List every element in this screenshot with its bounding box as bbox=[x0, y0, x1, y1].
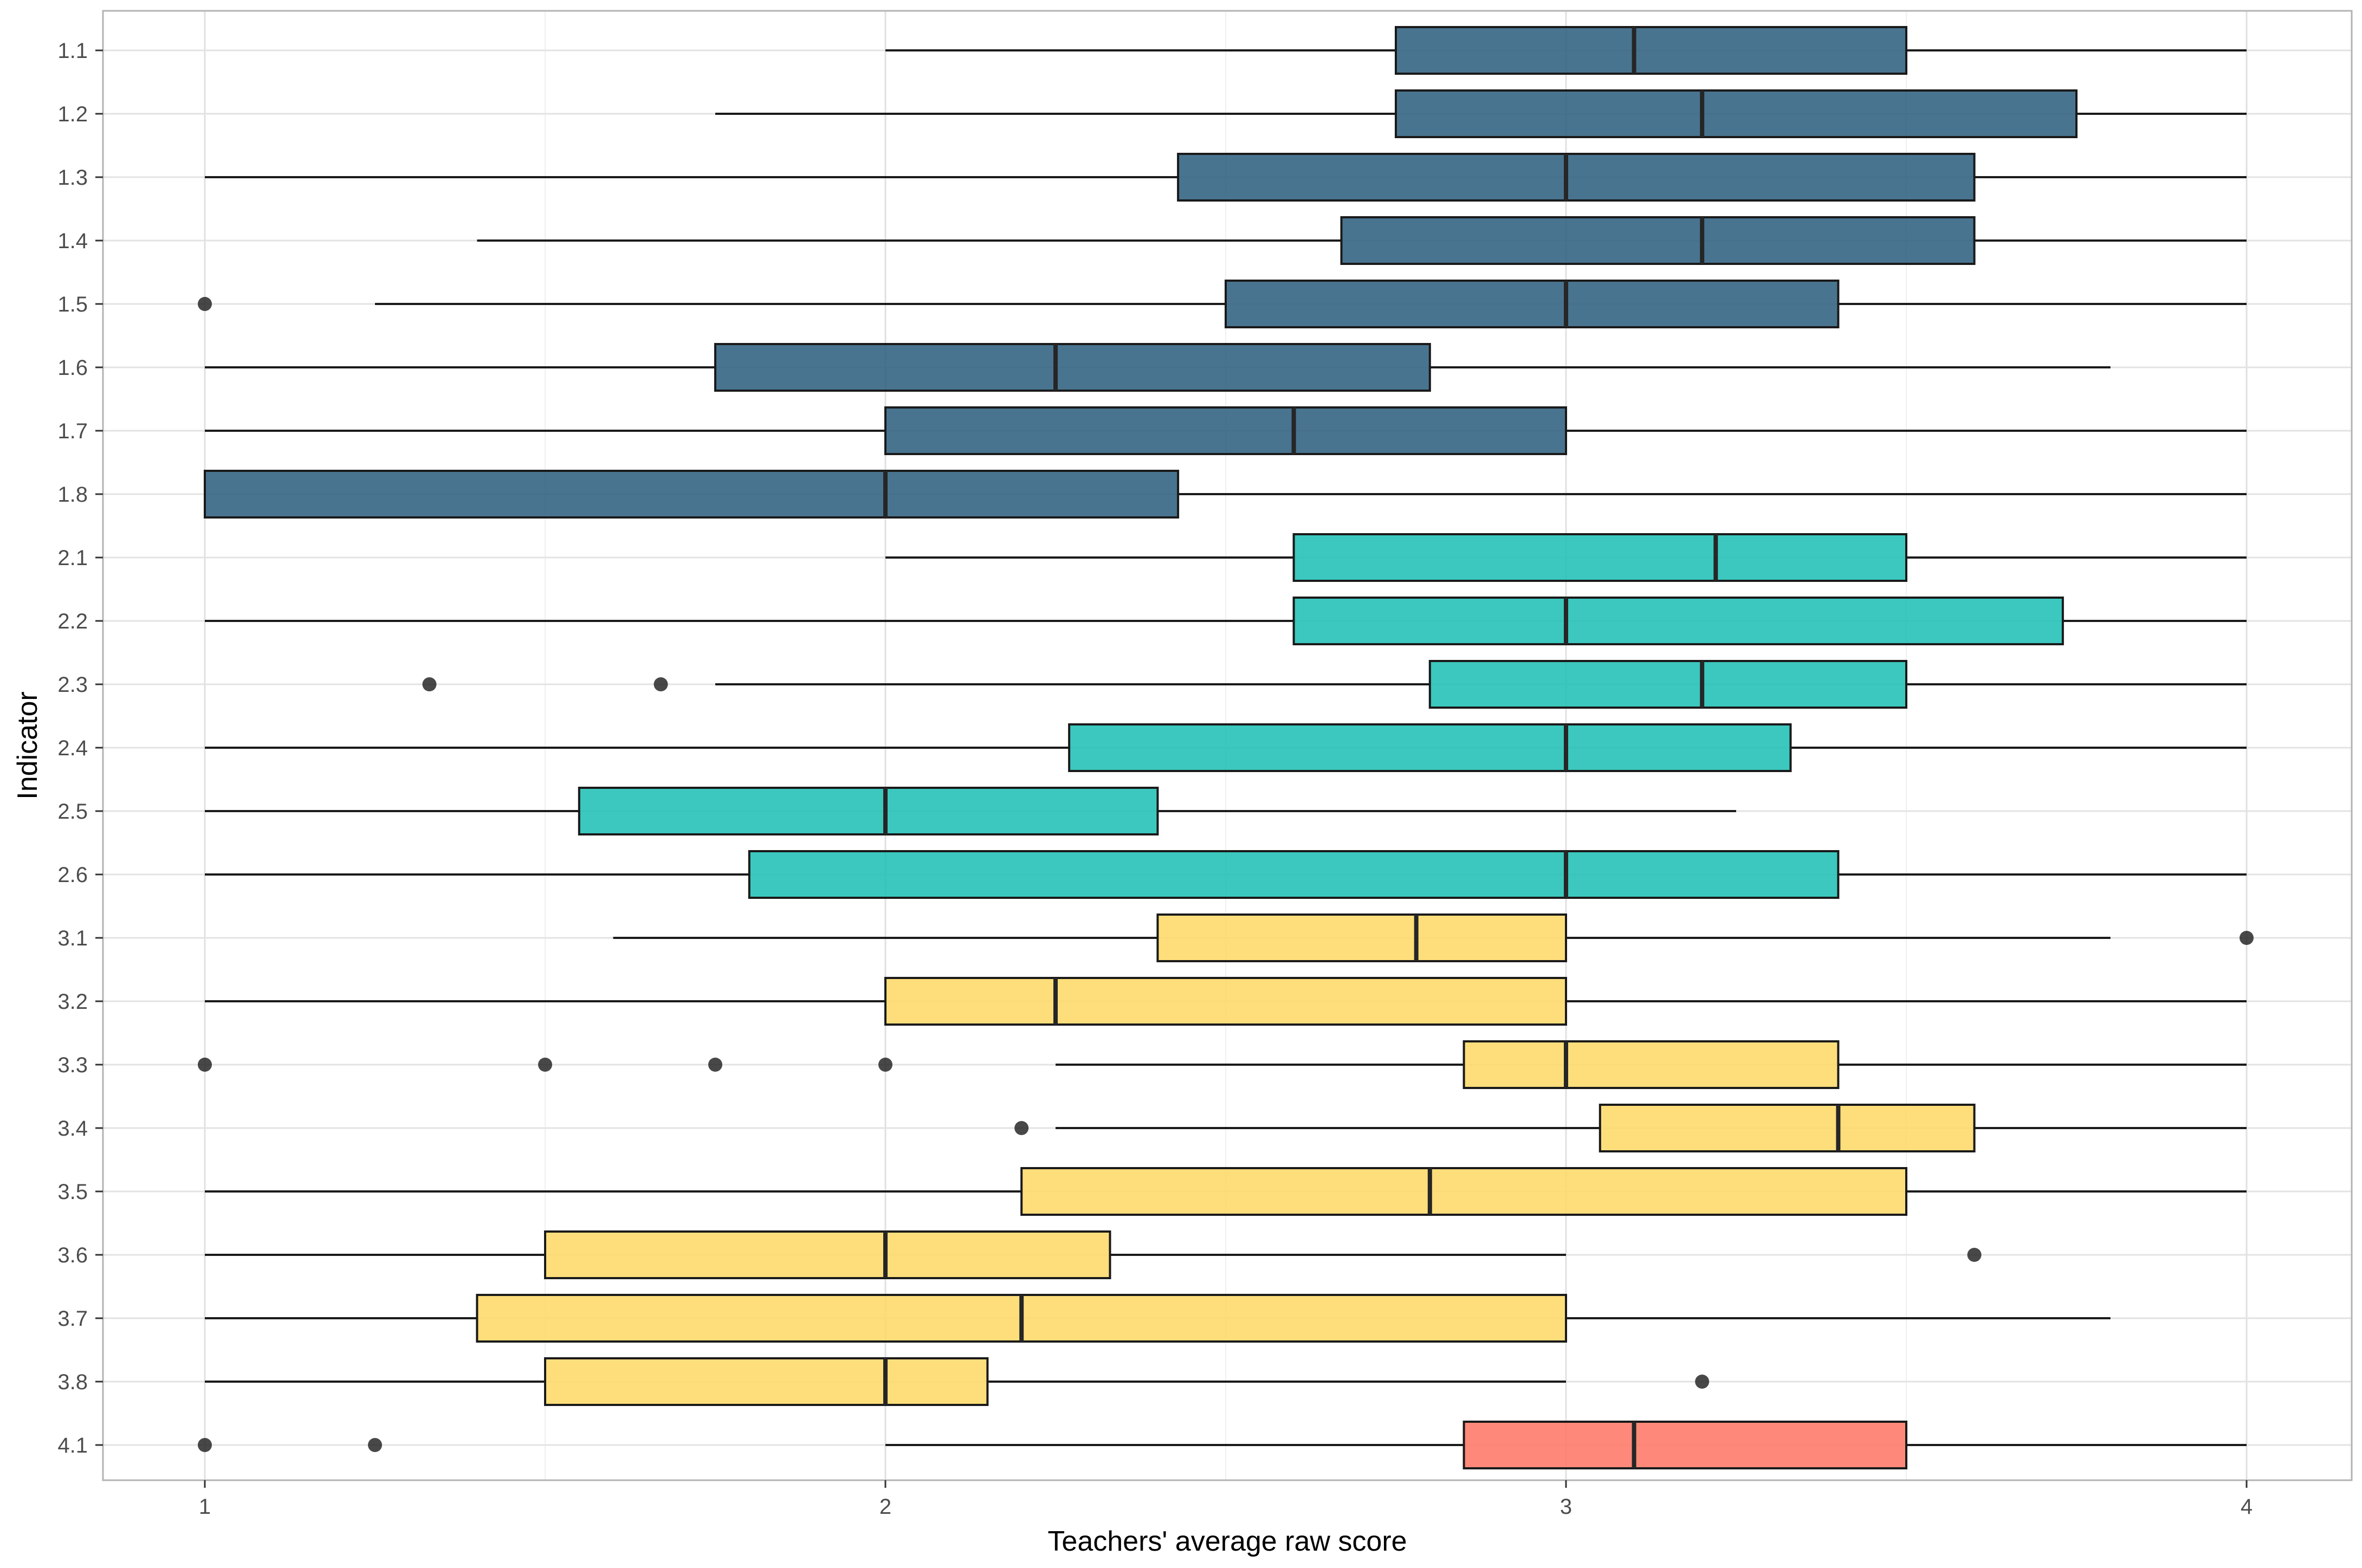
box-3-3 bbox=[198, 1040, 2247, 1089]
outlier-point bbox=[368, 1438, 382, 1452]
box-3-8 bbox=[205, 1357, 1710, 1406]
box-3-1 bbox=[613, 913, 2254, 962]
outlier-point bbox=[198, 297, 212, 311]
x-tick-label: 2 bbox=[879, 1495, 891, 1519]
outlier-point bbox=[2240, 931, 2254, 945]
box-1-7 bbox=[205, 406, 2247, 455]
outlier-point bbox=[1695, 1375, 1710, 1389]
box-2-6 bbox=[205, 850, 2247, 899]
box-3-4 bbox=[1014, 1104, 2247, 1152]
box-2-3 bbox=[422, 660, 2247, 709]
iqr-box bbox=[1020, 1167, 1907, 1216]
y-tick-label: 3.7 bbox=[57, 1307, 88, 1331]
y-tick-label: 2.1 bbox=[57, 546, 88, 570]
box-1-1 bbox=[885, 26, 2247, 75]
outlier-point bbox=[538, 1058, 552, 1072]
y-tick-label: 1.4 bbox=[57, 229, 88, 253]
outlier-point bbox=[1967, 1248, 1982, 1262]
y-tick-label: 2.6 bbox=[57, 863, 88, 887]
y-tick-label: 1.5 bbox=[57, 293, 88, 316]
outlier-point bbox=[708, 1058, 722, 1072]
y-tick-label: 2.4 bbox=[57, 736, 88, 760]
y-tick-label: 3.6 bbox=[57, 1243, 88, 1267]
y-axis-title: Indicator bbox=[12, 691, 43, 799]
iqr-box bbox=[578, 787, 1159, 835]
x-tick-label: 3 bbox=[1560, 1495, 1572, 1519]
iqr-box bbox=[544, 1230, 1111, 1279]
box-3-6 bbox=[205, 1230, 1982, 1279]
box-3-5 bbox=[205, 1167, 2247, 1216]
y-tick-label: 1.6 bbox=[57, 356, 88, 380]
y-tick-label: 1.8 bbox=[57, 483, 88, 507]
outlier-point bbox=[198, 1058, 212, 1072]
y-tick-label: 4.1 bbox=[57, 1434, 88, 1457]
box-1-5 bbox=[198, 280, 2247, 328]
iqr-box bbox=[1292, 533, 1908, 582]
iqr-box bbox=[1395, 89, 2078, 138]
iqr-box bbox=[1225, 280, 1840, 328]
x-tick-label: 1 bbox=[199, 1495, 211, 1519]
iqr-box bbox=[1156, 913, 1567, 962]
outlier-point bbox=[1014, 1121, 1029, 1135]
iqr-box bbox=[1463, 1040, 1840, 1089]
iqr-box bbox=[884, 977, 1567, 1026]
box-layer bbox=[198, 26, 2254, 1469]
box-1-8 bbox=[204, 470, 2247, 519]
iqr-box bbox=[1340, 216, 1976, 265]
axis-layer: 1.1 1.2 1.3 1.4 1.5 1.6 1.7 1.8 2.1 2.2 2.3 2.4 2.5 2… bbox=[57, 39, 2253, 1519]
y-tick-label: 3.4 bbox=[57, 1117, 88, 1141]
y-tick-label: 3.2 bbox=[57, 990, 88, 1014]
box-1-4 bbox=[477, 216, 2247, 265]
outlier-point bbox=[653, 677, 668, 691]
panel-border bbox=[102, 10, 2353, 1481]
iqr-box bbox=[204, 470, 1180, 519]
iqr-box bbox=[884, 406, 1567, 455]
box-2-2 bbox=[205, 597, 2247, 645]
iqr-box bbox=[748, 850, 1840, 899]
y-tick-label: 1.1 bbox=[57, 39, 88, 63]
y-tick-label: 3.5 bbox=[57, 1180, 88, 1204]
box-3-7 bbox=[205, 1294, 2111, 1343]
y-tick-label: 3.8 bbox=[57, 1370, 88, 1394]
outlier-point bbox=[198, 1438, 212, 1452]
outlier-point bbox=[422, 677, 437, 691]
iqr-box bbox=[1395, 26, 1907, 75]
y-tick-label: 1.3 bbox=[57, 166, 88, 190]
box-1-6 bbox=[205, 343, 2111, 392]
x-axis-title: Teachers' average raw score bbox=[1047, 1526, 1407, 1557]
box-1-3 bbox=[205, 153, 2247, 202]
iqr-box bbox=[714, 343, 1431, 392]
y-tick-label: 3.3 bbox=[57, 1053, 88, 1077]
box-1-2 bbox=[715, 89, 2247, 138]
y-tick-label: 1.2 bbox=[57, 102, 88, 126]
box-2-5 bbox=[205, 787, 1736, 835]
y-tick-label: 2.2 bbox=[57, 610, 88, 633]
iqr-box bbox=[1428, 660, 1908, 709]
iqr-box bbox=[1463, 1421, 1908, 1469]
box-2-1 bbox=[885, 533, 2247, 582]
y-tick-label: 1.7 bbox=[57, 419, 88, 443]
y-tick-label: 2.3 bbox=[57, 673, 88, 697]
box-4-1 bbox=[198, 1421, 2247, 1469]
box-3-2 bbox=[205, 977, 2247, 1026]
iqr-box bbox=[544, 1357, 989, 1406]
box-2-4 bbox=[205, 723, 2247, 772]
iqr-box bbox=[1292, 597, 2064, 645]
y-tick-label: 3.1 bbox=[57, 926, 88, 950]
iqr-box bbox=[1599, 1104, 1976, 1152]
outlier-point bbox=[878, 1058, 892, 1072]
iqr-box bbox=[1068, 723, 1792, 772]
y-tick-label: 2.5 bbox=[57, 800, 88, 824]
x-tick-label: 4 bbox=[2241, 1495, 2253, 1519]
iqr-box bbox=[1177, 153, 1976, 202]
